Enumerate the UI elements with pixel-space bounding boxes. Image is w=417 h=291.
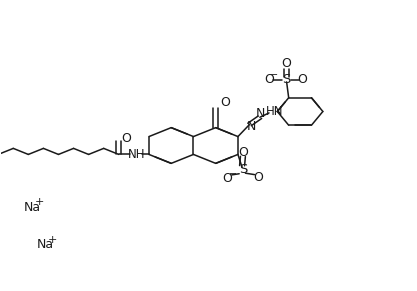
Text: O: O xyxy=(121,132,131,145)
Text: N: N xyxy=(247,120,256,133)
Text: −: − xyxy=(270,70,278,80)
Text: Na: Na xyxy=(37,238,54,251)
Text: HN: HN xyxy=(266,105,284,118)
Text: N: N xyxy=(256,107,265,120)
Text: S: S xyxy=(239,163,247,176)
Text: +: + xyxy=(48,235,57,245)
Text: O: O xyxy=(264,72,274,86)
Text: O: O xyxy=(253,171,263,184)
Text: O: O xyxy=(220,96,230,109)
Text: O: O xyxy=(238,146,248,159)
Text: O: O xyxy=(297,72,307,86)
Text: NH: NH xyxy=(128,148,145,161)
Text: +: + xyxy=(35,197,45,207)
Text: −: − xyxy=(229,169,237,179)
Text: O: O xyxy=(223,172,233,185)
Text: O: O xyxy=(281,57,291,70)
Text: S: S xyxy=(282,73,291,86)
Text: Na: Na xyxy=(24,201,41,214)
